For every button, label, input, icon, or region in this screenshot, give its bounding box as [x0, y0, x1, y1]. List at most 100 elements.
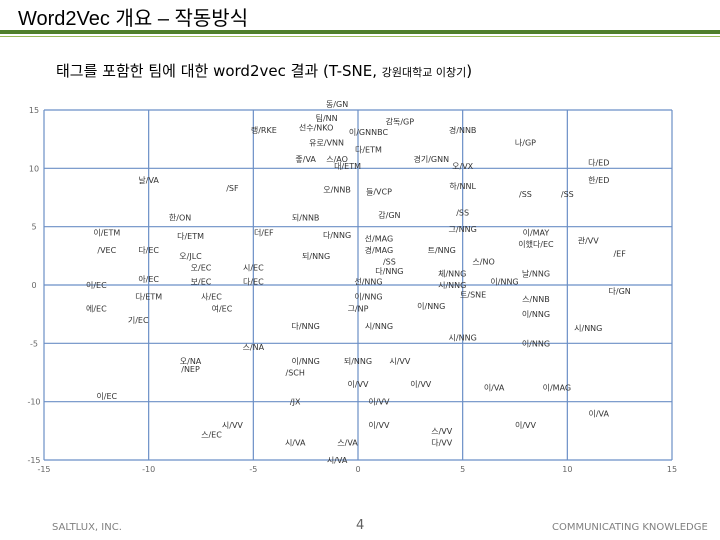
scatter-point-label: 다/ETM	[355, 146, 382, 155]
title-rule-thin	[0, 36, 720, 37]
x-tick-label: -5	[249, 465, 257, 474]
slide-title: Word2Vec 개요 – 작동방식	[18, 8, 249, 30]
scatter-point-label: 이/NNG	[292, 356, 320, 366]
scatter-point-label: 트/NNG	[428, 246, 456, 255]
scatter-point-label: /EF	[613, 250, 626, 259]
scatter-point-label: /SCH	[286, 369, 305, 378]
scatter-point-label: 시/NNG	[449, 334, 477, 343]
scatter-point-label: 선/NNG	[354, 278, 382, 287]
scatter-point-label: 오/EC	[191, 264, 212, 273]
scatter-point-label: 시/VV	[222, 421, 244, 430]
x-tick-label: -10	[142, 465, 155, 474]
slide-subtitle: 태그를 포함한 팀에 대한 word2vec 결과 (T-SNE, 강원대학교 …	[56, 60, 472, 81]
scatter-point-label: 유로/VNN	[309, 139, 344, 148]
scatter-point-label: 대/ETM	[334, 162, 361, 171]
scatter-point-label: 경/NNB	[449, 125, 477, 135]
subtitle-author: 강원대학교 이창기	[381, 66, 467, 79]
scatter-point-label: 시/VV	[389, 357, 411, 366]
scatter-point-label: 관/VV	[578, 236, 600, 246]
scatter-point-label: 이/VA	[484, 383, 505, 393]
scatter-point-label: 동/GN	[326, 100, 348, 109]
scatter-point-label: /SF	[226, 184, 239, 193]
y-tick-label: 10	[29, 164, 39, 173]
scatter-point-label: 이/VV	[347, 379, 369, 389]
scatter-point-label: 되/NNB	[292, 213, 320, 222]
scatter-point-label: /NEP	[181, 365, 200, 374]
footer-tagline: COMMUNICATING KNOWLEDGE	[552, 522, 708, 533]
footer-page-number: 4	[356, 518, 365, 533]
scatter-point-label: 오/NA	[180, 357, 202, 366]
scatter-point-label: 경기/GNN	[413, 154, 449, 164]
scatter-point-label: 랭/RKE	[251, 125, 277, 135]
scatter-point-label: 더/EF	[254, 229, 274, 238]
subtitle-main: 태그를 포함한 팀에 대한 word2vec 결과 (T-SNE,	[56, 62, 378, 80]
scatter-point-label: 스/AO	[326, 155, 348, 164]
scatter-point-label: 다/ETM	[135, 293, 162, 302]
y-tick-label: -5	[30, 339, 38, 348]
tsne-scatter-plot: 15 10 5 0 -5 -10 -15-15 -10 -5 0 5 10 15 동/GN 팀/NN 감독/G…	[27, 100, 677, 474]
scatter-point-label: 이/NNG	[522, 338, 550, 348]
scatter-point-label: 시/NNG	[365, 322, 393, 331]
scatter-point-label: /SS	[519, 190, 532, 199]
scatter-point-label: 이/MAY	[523, 228, 550, 238]
scatter-point-label: 다/VV	[431, 439, 453, 448]
scatter-point-label: 이/ETM	[93, 228, 120, 238]
scatter-point-label: 시/VA	[285, 439, 306, 448]
x-tick-label: -15	[37, 465, 50, 474]
scatter-point-label: 이했다/EC	[518, 239, 554, 249]
y-tick-label: 15	[29, 106, 39, 115]
scatter-point-label: 여/EC	[212, 303, 233, 313]
scatter-point-label: /SS	[561, 190, 574, 199]
y-tick-label: 0	[31, 281, 36, 290]
scatter-point-label: 이/VV	[368, 397, 390, 407]
scatter-point-label: /SS	[456, 209, 469, 218]
scatter-point-label: 한/ED	[588, 176, 609, 185]
scatter-point-label: 다/ED	[588, 159, 609, 168]
scatter-point-label: 다/NNG	[323, 231, 351, 240]
scatter-point-label: 보/EC	[191, 278, 212, 287]
scatter-point-label: 이/NNG	[354, 292, 382, 302]
scatter-point-label: 스/VV	[431, 427, 453, 436]
scatter-point-label: 에/EC	[86, 304, 107, 313]
scatter-point-label: 선수/NKO	[299, 124, 334, 133]
y-tick-label: -10	[27, 398, 40, 407]
scatter-point-label: 이/VV	[410, 379, 432, 389]
scatter-point-label: 기/EC	[128, 316, 149, 325]
scatter-point-label: 날/NNG	[522, 268, 550, 278]
scatter-point-label: 그/NP	[348, 304, 369, 313]
scatter-point-label: 이/EC	[96, 391, 117, 401]
scatter-point-label: 경/MAG	[365, 245, 394, 255]
scatter-point-label: 이/MAG	[543, 383, 572, 393]
scatter-point-label: 좋/VA	[295, 155, 316, 164]
scatter-point-label: /SS	[383, 258, 396, 267]
scatter-point-label: 오/VX	[452, 162, 474, 171]
scatter-point-label: 트/SNE	[460, 290, 486, 299]
scatter-point-label: 시/NNG	[574, 324, 602, 333]
scatter-point-label: /JX	[290, 398, 301, 407]
scatter-point-label: 스/NA	[243, 343, 265, 352]
scatter-point-label: 사/EC	[201, 293, 222, 302]
x-tick-label: 5	[460, 465, 465, 474]
scatter-point-label: 스/NNB	[522, 295, 550, 304]
subtitle-close: )	[466, 62, 473, 80]
scatter-point-label: 시/VA	[327, 456, 348, 465]
title-rule	[0, 30, 720, 34]
scatter-point-label: 한/ON	[169, 213, 191, 222]
scatter-point-label: 다/ETM	[177, 232, 204, 241]
scatter-point-label: 체/NNG	[438, 268, 466, 278]
scatter-point-label: 스/EC	[201, 430, 222, 439]
scatter-point-label: 스/VA	[337, 439, 358, 448]
scatter-point-label: 선/MAG	[365, 234, 394, 243]
scatter-point-label: 감/GN	[378, 210, 400, 220]
scatter-point-label: 아/EC	[138, 274, 159, 284]
scatter-point-label: 다/EC	[138, 246, 159, 255]
footer-company: SALTLUX, INC.	[52, 522, 122, 533]
scatter-point-label: 이/EC	[86, 280, 107, 290]
scatter-point-label: 시/EC	[243, 264, 264, 273]
x-tick-label: 15	[667, 465, 677, 474]
x-tick-label: 0	[355, 465, 360, 474]
scatter-point-label: 다/GN	[609, 287, 631, 296]
scatter-point-label: 다/EC	[243, 278, 264, 287]
scatter-point-label: 시/NNG	[438, 281, 466, 290]
scatter-point-label: 오/NNB	[323, 185, 351, 194]
